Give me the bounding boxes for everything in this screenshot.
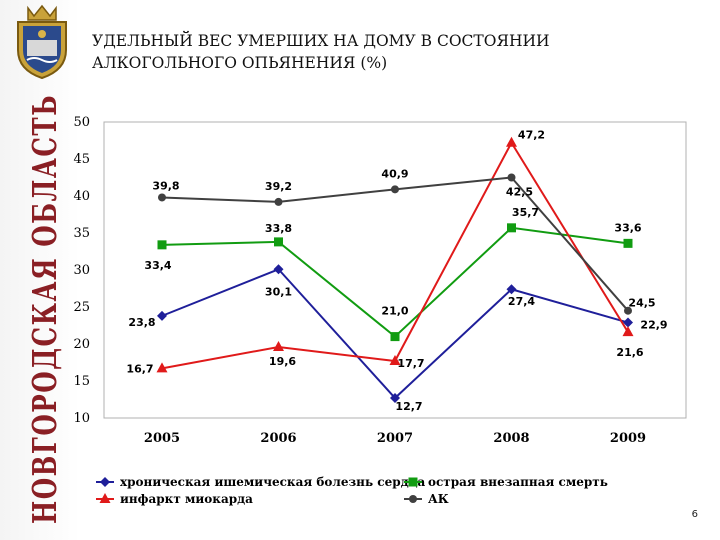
region-name-vertical: НОВГОРОДСКАЯ ОБЛАСТЬ (25, 94, 64, 524)
page-number: 6 (691, 509, 698, 520)
series-2 (157, 223, 633, 342)
data-label: 35,7 (512, 206, 539, 219)
data-label: 27,4 (508, 295, 535, 308)
data-label: 33,8 (265, 222, 292, 235)
series-layer (156, 136, 634, 404)
data-label: 12,7 (395, 400, 422, 413)
data-label: 30,1 (265, 285, 292, 298)
data-point-marker (623, 238, 633, 248)
coat-of-arms-icon (17, 4, 67, 80)
plot-area-frame (103, 121, 687, 419)
legend: хроническая ишемическая болезнь сердца ос… (96, 475, 608, 506)
data-label: 22,9 (640, 319, 667, 332)
data-point-marker (623, 317, 633, 328)
data-point-marker (507, 173, 516, 182)
x-tick-label: 2007 (377, 431, 413, 446)
legend-item: острая внезапная смерть (404, 475, 608, 489)
legend-label: инфаркт миокарда (120, 492, 253, 506)
data-label: 24,5 (628, 297, 655, 310)
data-label: 39,2 (265, 180, 292, 193)
data-point-marker (156, 362, 168, 373)
legend-item: хроническая ишемическая болезнь сердца (96, 475, 425, 489)
legend-marker (408, 477, 418, 487)
data-point-marker (158, 193, 166, 202)
legend-item: АК (404, 492, 449, 506)
y-tick-label: 30 (73, 263, 90, 278)
region-name-text: НОВГОРОДСКАЯ ОБЛАСТЬ (25, 94, 64, 524)
data-label: 23,8 (128, 316, 155, 329)
legend-label: АК (428, 492, 449, 506)
title-line-1: УДЕЛЬНЫЙ ВЕС УМЕРШИХ НА ДОМУ В СОСТОЯНИИ (92, 32, 550, 50)
series-1 (157, 264, 633, 404)
data-label: 19,6 (269, 355, 296, 368)
side-band (0, 0, 80, 540)
x-tick-label: 2009 (610, 431, 646, 446)
data-label: 47,2 (518, 129, 545, 142)
data-point-marker (507, 223, 516, 233)
data-label: 42,5 (506, 186, 533, 199)
x-tick-label: 2005 (144, 431, 180, 446)
data-label: 21,0 (381, 305, 408, 318)
data-point-marker (157, 240, 167, 250)
data-point-marker (390, 393, 400, 404)
y-axis-ticks: 10 15 20 25 30 35 40 45 50 (73, 115, 90, 426)
data-point-marker (624, 306, 632, 315)
y-tick-label: 35 (73, 226, 90, 241)
series-4 (158, 173, 632, 315)
data-point-marker (622, 326, 634, 337)
series-3 (156, 136, 634, 373)
legend-item: инфаркт миокарда (96, 492, 253, 506)
data-point-marker (157, 310, 167, 321)
data-label: 33,4 (144, 259, 171, 272)
y-tick-label: 15 (73, 374, 90, 389)
x-tick-label: 2006 (260, 431, 296, 446)
data-labels-layer: 23,8 30,1 12,7 27,4 22,9 33,4 33,8 21,0 35,7 33,6… (126, 129, 667, 413)
data-label: 40,9 (381, 167, 408, 180)
page-title: УДЕЛЬНЫЙ ВЕС УМЕРШИХ НА ДОМУ В СОСТОЯНИИ… (92, 30, 652, 74)
data-label: 21,6 (616, 346, 643, 359)
legend-marker (100, 477, 110, 487)
legend-label: острая внезапная смерть (428, 475, 608, 489)
data-point-marker (274, 237, 283, 247)
data-point-marker (506, 136, 517, 147)
data-point-marker (389, 355, 401, 366)
data-point-marker (391, 185, 399, 194)
title-line-2: АЛКОГОЛЬНОГО ОПЬЯНЕНИЯ (%) (92, 54, 388, 72)
data-point-marker (390, 332, 400, 342)
y-tick-label: 45 (73, 152, 90, 167)
y-tick-label: 40 (73, 189, 90, 204)
data-point-marker (274, 197, 283, 206)
data-point-marker (273, 264, 284, 275)
data-point-marker (273, 340, 284, 351)
y-tick-label: 10 (73, 411, 90, 426)
series-line (161, 226, 629, 338)
y-tick-label: 25 (73, 300, 90, 315)
series-line (161, 176, 629, 312)
y-tick-label: 20 (73, 337, 90, 352)
data-label: 39,8 (152, 179, 179, 192)
x-tick-label: 2008 (493, 431, 529, 446)
legend-marker (409, 495, 417, 503)
legend-marker (99, 493, 111, 503)
data-point-marker (506, 284, 517, 295)
data-label: 33,6 (614, 221, 641, 234)
data-label: 16,7 (126, 362, 153, 375)
legend-label: хроническая ишемическая болезнь сердца (120, 475, 425, 489)
y-tick-label: 50 (73, 115, 90, 130)
data-label: 17,7 (397, 357, 424, 370)
x-axis-ticks: 2005 2006 2007 2008 2009 (144, 431, 646, 446)
